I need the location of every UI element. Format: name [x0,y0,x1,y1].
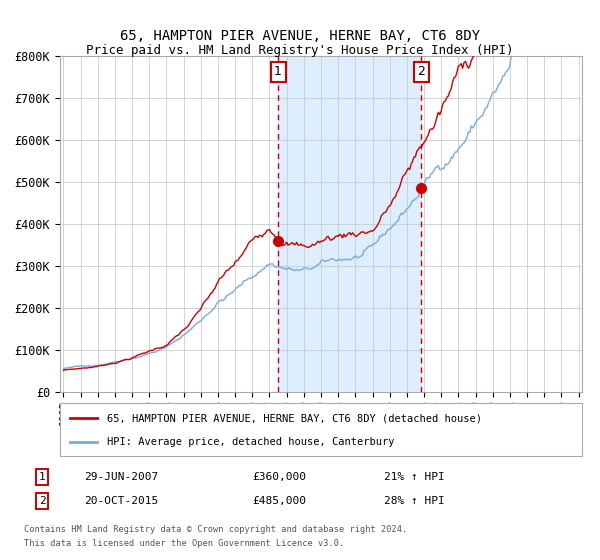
Text: Contains HM Land Registry data © Crown copyright and database right 2024.: Contains HM Land Registry data © Crown c… [24,525,407,534]
Text: £485,000: £485,000 [252,496,306,506]
Text: 2: 2 [38,496,46,506]
Text: 1: 1 [38,472,46,482]
Text: HPI: Average price, detached house, Canterbury: HPI: Average price, detached house, Cant… [107,436,394,446]
Text: Price paid vs. HM Land Registry's House Price Index (HPI): Price paid vs. HM Land Registry's House … [86,44,514,57]
Text: 2: 2 [417,66,425,78]
Text: 29-JUN-2007: 29-JUN-2007 [84,472,158,482]
Text: 1: 1 [274,66,282,78]
Text: 65, HAMPTON PIER AVENUE, HERNE BAY, CT6 8DY (detached house): 65, HAMPTON PIER AVENUE, HERNE BAY, CT6 … [107,413,482,423]
Text: 21% ↑ HPI: 21% ↑ HPI [384,472,445,482]
Text: 20-OCT-2015: 20-OCT-2015 [84,496,158,506]
Text: 28% ↑ HPI: 28% ↑ HPI [384,496,445,506]
Text: £360,000: £360,000 [252,472,306,482]
Text: 65, HAMPTON PIER AVENUE, HERNE BAY, CT6 8DY: 65, HAMPTON PIER AVENUE, HERNE BAY, CT6 … [120,29,480,44]
Text: This data is licensed under the Open Government Licence v3.0.: This data is licensed under the Open Gov… [24,539,344,548]
Bar [278,56,421,392]
